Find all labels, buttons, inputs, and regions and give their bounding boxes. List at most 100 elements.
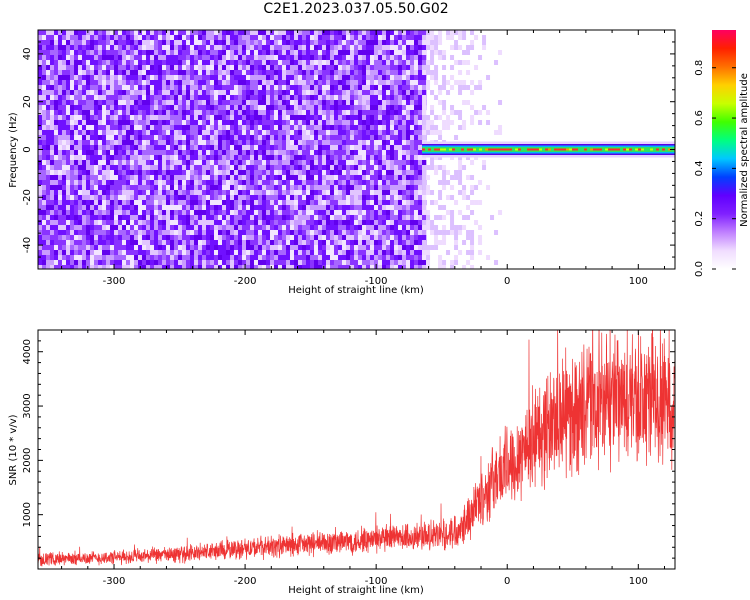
- heatmap-cell: [418, 120, 423, 126]
- heatmap-cell: [94, 250, 99, 256]
- heatmap-cell: [162, 100, 167, 106]
- heatmap-cell: [334, 175, 339, 181]
- heatmap-cell: [186, 240, 191, 246]
- heatmap-cell: [402, 255, 407, 261]
- heatmap-cell: [206, 120, 211, 126]
- heatmap-cell: [110, 120, 115, 126]
- signal-band-core: [434, 148, 438, 151]
- heatmap-cell: [86, 190, 91, 196]
- heatmap-cell: [294, 80, 299, 86]
- heatmap-cell: [110, 180, 115, 186]
- heatmap-cell: [418, 220, 423, 226]
- heatmap-cell: [82, 80, 87, 86]
- heatmap-cell: [414, 215, 419, 221]
- heatmap-cell: [286, 50, 291, 56]
- heatmap-cell: [142, 130, 147, 136]
- heatmap-cell: [174, 220, 179, 226]
- heatmap-cell: [374, 175, 379, 181]
- heatmap-cell: [274, 40, 279, 46]
- heatmap-cell: [194, 245, 199, 251]
- heatmap-cell: [270, 30, 275, 36]
- heatmap-cell: [126, 45, 131, 51]
- heatmap-cell: [438, 135, 443, 140]
- heatmap-cell: [174, 60, 179, 66]
- heatmap-cell: [74, 55, 79, 61]
- heatmap-cell: [234, 40, 239, 46]
- heatmap-cell: [450, 30, 455, 35]
- heatmap-cell: [430, 110, 435, 115]
- heatmap-cell: [318, 40, 323, 46]
- heatmap-cell: [394, 55, 399, 61]
- heatmap-cell: [262, 135, 267, 141]
- heatmap-cell: [442, 225, 447, 230]
- heatmap-cell: [134, 65, 139, 71]
- heatmap-cell: [62, 240, 67, 246]
- heatmap-cell: [274, 220, 279, 226]
- heatmap-cell: [434, 230, 439, 235]
- heatmap-cell: [50, 230, 55, 236]
- heatmap-cell: [46, 115, 51, 121]
- heatmap-cell: [138, 70, 143, 76]
- heatmap-cell: [378, 165, 383, 171]
- heatmap-cell: [310, 255, 315, 261]
- heatmap-cell: [342, 105, 347, 111]
- heatmap-cell: [394, 75, 399, 81]
- heatmap-cell: [494, 60, 499, 65]
- heatmap-cell: [62, 115, 67, 121]
- heatmap-cell: [354, 100, 359, 106]
- heatmap-cell: [342, 225, 347, 231]
- heatmap-cell: [462, 80, 467, 85]
- heatmap-cell: [170, 120, 175, 126]
- heatmap-cell: [346, 50, 351, 56]
- heatmap-cell: [410, 30, 415, 36]
- heatmap-cell: [274, 200, 279, 206]
- heatmap-cell: [422, 185, 427, 190]
- heatmap-cell: [42, 70, 47, 76]
- heatmap-cell: [330, 45, 335, 51]
- heatmap-cell: [326, 85, 331, 91]
- heatmap-cell: [218, 185, 223, 191]
- heatmap-cell: [142, 205, 147, 211]
- heatmap-cell: [414, 75, 419, 81]
- heatmap-cell: [270, 100, 275, 106]
- heatmap-cell: [162, 60, 167, 66]
- heatmap-cell: [178, 140, 183, 146]
- heatmap-cell: [166, 100, 171, 106]
- heatmap-cell: [82, 260, 87, 266]
- heatmap-cell: [398, 160, 403, 166]
- heatmap-cell: [110, 40, 115, 46]
- heatmap-cell: [82, 70, 87, 76]
- heatmap-cell: [190, 260, 195, 266]
- heatmap-cell: [270, 90, 275, 96]
- heatmap-cell: [378, 265, 383, 269]
- heatmap-cell: [258, 55, 263, 61]
- heatmap-cell: [186, 60, 191, 66]
- heatmap-cell: [270, 60, 275, 66]
- heatmap-cell: [66, 80, 71, 86]
- heatmap-cell: [370, 110, 375, 116]
- heatmap-cell: [394, 190, 399, 196]
- heatmap-cell: [190, 45, 195, 51]
- heatmap-cell: [146, 30, 151, 36]
- heatmap-cell: [66, 125, 71, 131]
- heatmap-cell: [306, 265, 311, 269]
- heatmap-cell: [190, 145, 195, 151]
- heatmap-cell: [214, 55, 219, 61]
- heatmap-cell: [402, 250, 407, 256]
- heatmap-cell: [58, 85, 63, 91]
- heatmap-cell: [234, 230, 239, 236]
- heatmap-cell: [374, 95, 379, 101]
- heatmap-cell: [206, 110, 211, 116]
- heatmap-cell: [206, 205, 211, 211]
- heatmap-cell: [210, 35, 215, 41]
- heatmap-cell: [450, 110, 455, 115]
- heatmap-cell: [262, 105, 267, 111]
- heatmap-cell: [478, 85, 483, 90]
- heatmap-cell: [318, 145, 323, 151]
- heatmap-cell: [374, 110, 379, 116]
- heatmap-cell: [94, 165, 99, 171]
- heatmap-cell: [202, 35, 207, 41]
- heatmap-cell: [98, 90, 103, 96]
- heatmap-cell: [82, 30, 87, 36]
- heatmap-cell: [486, 120, 491, 125]
